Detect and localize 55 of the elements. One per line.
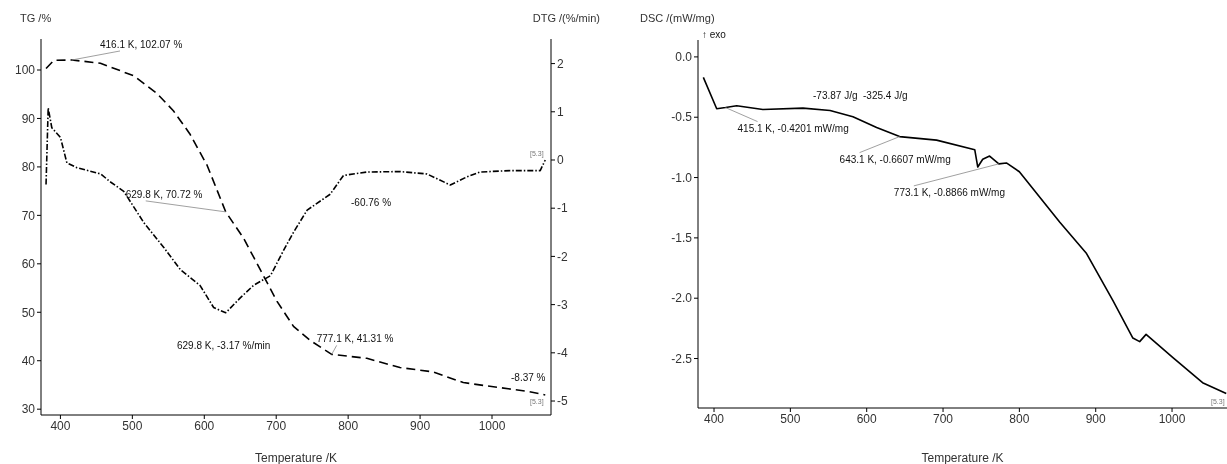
x-tick-label: 500 [780, 411, 801, 426]
line-series [45, 59, 547, 396]
y2-tick-label: -2 [557, 249, 568, 264]
x-axis-title: Temperature /K [920, 451, 1005, 464]
annotation: -73.87 J/g [813, 90, 858, 101]
annotation: 629.8 K, 70.72 % [125, 188, 203, 200]
y-tick-label: 0.0 [675, 50, 693, 65]
y-tick-label: 60 [21, 257, 36, 272]
annotation: -325.4 J/g [863, 90, 908, 101]
x-tick-label: 800 [338, 418, 359, 433]
y2-tick-label: 2 [557, 56, 564, 71]
y-tick-label: 70 [21, 208, 36, 223]
annotation: 416.1 K, 102.07 % [100, 38, 183, 50]
y2-tick-label: 1 [557, 105, 564, 120]
y2-axis-title: DTG /(%/min) [532, 12, 600, 24]
y-tick-label: -0.5 [671, 110, 693, 125]
line-series [702, 76, 1227, 395]
annotation: 415.1 K, -0.4201 mW/mg [737, 122, 849, 134]
x-tick-label: 700 [933, 411, 954, 426]
y-tick-label: 100 [14, 63, 36, 78]
y2-tick-label: 0 [557, 153, 564, 168]
y-axis-title: TG /% [20, 12, 52, 24]
y-axis-title: DSC /(mW/mg) [640, 12, 715, 24]
y-tick-label: -2.5 [671, 351, 693, 366]
annotation: -8.37 % [511, 372, 546, 383]
y-tick-label: -2.0 [671, 291, 693, 306]
x-tick-label: 900 [410, 418, 431, 433]
y-tick-label: 90 [21, 111, 36, 126]
y2-tick-label: -1 [557, 201, 568, 216]
x-axis-title: Temperature /K [253, 451, 338, 464]
y2-tick-label: -4 [557, 346, 568, 361]
y-tick-label: 40 [21, 353, 36, 368]
y-tick-label: 80 [21, 160, 36, 175]
y-tick-label: -1.5 [671, 231, 693, 246]
x-tick-label: 500 [122, 418, 143, 433]
x-tick-label: 400 [50, 418, 71, 433]
y2-tick-label: -3 [557, 297, 568, 312]
y-tick-label: 30 [21, 402, 36, 417]
y-tick-label: -1.0 [671, 170, 693, 185]
annotation: -60.76 % [351, 197, 392, 208]
x-tick-label: 1000 [1158, 411, 1186, 426]
annotation: 629.8 K, -3.17 %/min [177, 340, 271, 351]
x-tick-label: 1000 [478, 418, 506, 433]
y2-tick-label: -5 [557, 394, 568, 409]
x-tick-label: 600 [194, 418, 215, 433]
x-tick-label: 600 [856, 411, 878, 426]
annotation: 773.1 K, -0.8866 mW/mg [893, 186, 1006, 198]
annotation: 643.1 K, -0.6607 mW/mg [839, 153, 951, 165]
x-tick-label: 800 [1009, 411, 1030, 426]
text: ↑ exo [702, 29, 726, 40]
x-tick-label: 400 [704, 411, 725, 426]
y-tick-label: 50 [21, 305, 36, 320]
x-tick-label: 900 [1085, 411, 1107, 426]
annotation: 777.1 K, 41.31 % [316, 333, 394, 345]
x-tick-label: 700 [266, 418, 287, 433]
